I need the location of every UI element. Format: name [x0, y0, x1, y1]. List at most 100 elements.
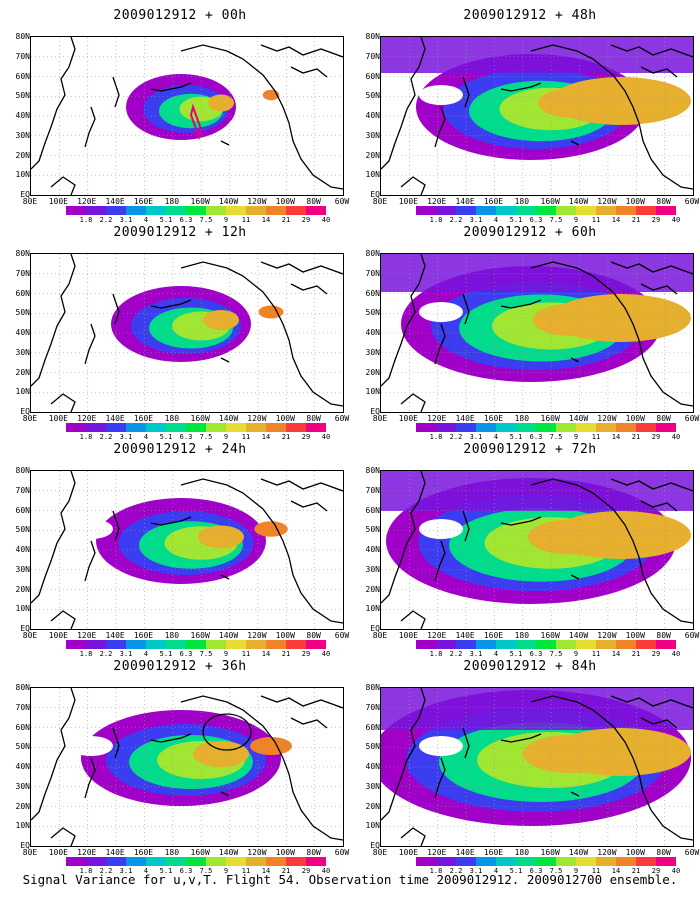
- coastline: [260, 695, 343, 709]
- figure-caption: Signal Variance for u,v,T. Flight 54. Ob…: [22, 872, 678, 887]
- colorbar-swatch: [306, 206, 326, 215]
- panel-title: 2009012912 + 36h: [113, 659, 247, 674]
- map-panel: 2009012912 + 12h 80N 70N 60N 50N 40N 30N 20N 10N…: [10, 225, 350, 441]
- lon-tick-label: 80E: [372, 631, 388, 640]
- lon-tick-label: 160E: [133, 414, 154, 423]
- lat-tick-label: 70N: [365, 268, 380, 278]
- colorbar-label: 1.8: [429, 216, 443, 224]
- colorbar-label: 6.3: [179, 867, 193, 875]
- colorbar-label: 40: [671, 867, 681, 875]
- colorbar-swatch: [106, 206, 126, 215]
- colorbar-swatch: [246, 857, 266, 866]
- lat-tick-label: 10N: [365, 387, 380, 397]
- contour-fill: [250, 737, 292, 755]
- coastline: [150, 516, 192, 526]
- colorbar-swatch: [456, 423, 476, 432]
- colorbar-swatch: [556, 857, 576, 866]
- colorbar-label: 7.5: [549, 650, 563, 658]
- contour-fill: [208, 94, 234, 112]
- colorbar-swatch: [536, 640, 556, 649]
- colorbar-swatch: [266, 206, 286, 215]
- coastline: [400, 827, 426, 846]
- lon-tick-label: 120E: [427, 631, 447, 640]
- colorbar-swatch: [416, 206, 436, 215]
- lon-tick-label: 140W: [218, 414, 239, 423]
- coastline: [462, 293, 470, 325]
- contour-fill: [419, 519, 463, 539]
- contour-field: [31, 688, 343, 846]
- lon-tick-label: 140E: [105, 848, 125, 857]
- colorbar-swatch: [146, 857, 166, 866]
- colorbar-swatch: [436, 423, 456, 432]
- colorbar-label: 1.8: [429, 867, 443, 875]
- lon-tick-label: 100E: [398, 197, 418, 206]
- lat-tick-label: EQ: [20, 407, 30, 416]
- lat-tick-label: 30N: [15, 347, 30, 357]
- colorbar-label: 11: [241, 216, 251, 224]
- lon-tick-label: 180: [514, 848, 530, 857]
- contour-fill: [419, 85, 463, 105]
- colorbar-swatch: [476, 423, 496, 432]
- colorbar-swatch: [126, 206, 146, 215]
- colorbar-swatch: [576, 423, 596, 432]
- lat-tick-label: 10N: [365, 821, 380, 831]
- lat-tick-label: 30N: [15, 564, 30, 574]
- coastline: [530, 261, 693, 407]
- colorbar-label: 5.1: [159, 867, 173, 875]
- lat-tick-label: 20N: [15, 367, 30, 377]
- lon-tick-label: 180: [164, 197, 180, 206]
- colorbar-label: 7.5: [199, 433, 213, 441]
- lat-tick-label: 80N: [15, 466, 30, 475]
- colorbar-label: 7.5: [549, 216, 563, 224]
- colorbar-swatch: [306, 857, 326, 866]
- colorbar-swatch: [66, 423, 86, 432]
- colorbar-label: 29: [651, 216, 661, 224]
- colorbar-label: 21: [281, 216, 291, 224]
- lat-tick-label: 60N: [15, 71, 30, 81]
- colorbar-label: 4: [493, 433, 499, 441]
- colorbar-swatch: [436, 640, 456, 649]
- coastline: [500, 733, 542, 743]
- contour-fill: [381, 688, 693, 730]
- colorbar-swatch: [516, 640, 536, 649]
- colorbar-swatch: [476, 640, 496, 649]
- colorbar-label: 14: [261, 867, 271, 875]
- colorbar: [416, 206, 676, 215]
- coastline: [50, 827, 76, 846]
- coastline: [260, 261, 343, 275]
- contour-fill: [551, 728, 691, 776]
- lat-tick-label: EQ: [370, 190, 380, 199]
- colorbar-swatch: [186, 640, 206, 649]
- colorbar-swatch: [206, 206, 226, 215]
- colorbar-swatch: [496, 423, 516, 432]
- lon-tick-label: 180: [514, 197, 530, 206]
- colorbar-label: 21: [631, 867, 641, 875]
- coastline: [610, 478, 693, 492]
- lat-tick-label: 40N: [15, 328, 30, 337]
- lat-tick-label: EQ: [370, 624, 380, 633]
- panel-title: 2009012912 + 72h: [463, 442, 597, 457]
- lon-tick-label: 60W: [684, 197, 700, 206]
- contour-field: [381, 688, 693, 846]
- lat-tick-label: 10N: [15, 170, 30, 180]
- lat-tick-label: 20N: [15, 584, 30, 594]
- colorbar-swatch: [476, 857, 496, 866]
- lon-tick-label: 160W: [540, 414, 560, 423]
- contour-fill: [69, 302, 113, 322]
- coastline: [260, 44, 343, 58]
- lon-tick-label: 160E: [133, 848, 154, 857]
- colorbar-swatch: [536, 423, 556, 432]
- lon-tick-label: 120W: [247, 631, 267, 640]
- coastline: [260, 478, 343, 492]
- colorbar-label: 5.1: [159, 433, 173, 441]
- lat-tick-label: 70N: [15, 268, 30, 278]
- coastline: [400, 393, 426, 412]
- colorbar-swatch: [636, 206, 656, 215]
- colorbar-label: 2.2: [99, 216, 113, 224]
- colorbar-label: 11: [591, 433, 601, 441]
- colorbar-label: 3.1: [469, 867, 483, 875]
- colorbar-swatch: [286, 206, 306, 215]
- coastline: [150, 733, 192, 743]
- lon-tick-label: 100W: [275, 197, 295, 206]
- coastline: [220, 357, 230, 363]
